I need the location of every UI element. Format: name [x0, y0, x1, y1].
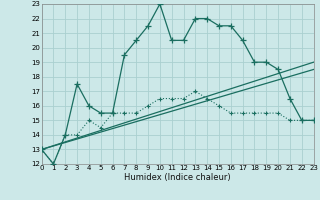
X-axis label: Humidex (Indice chaleur): Humidex (Indice chaleur): [124, 173, 231, 182]
